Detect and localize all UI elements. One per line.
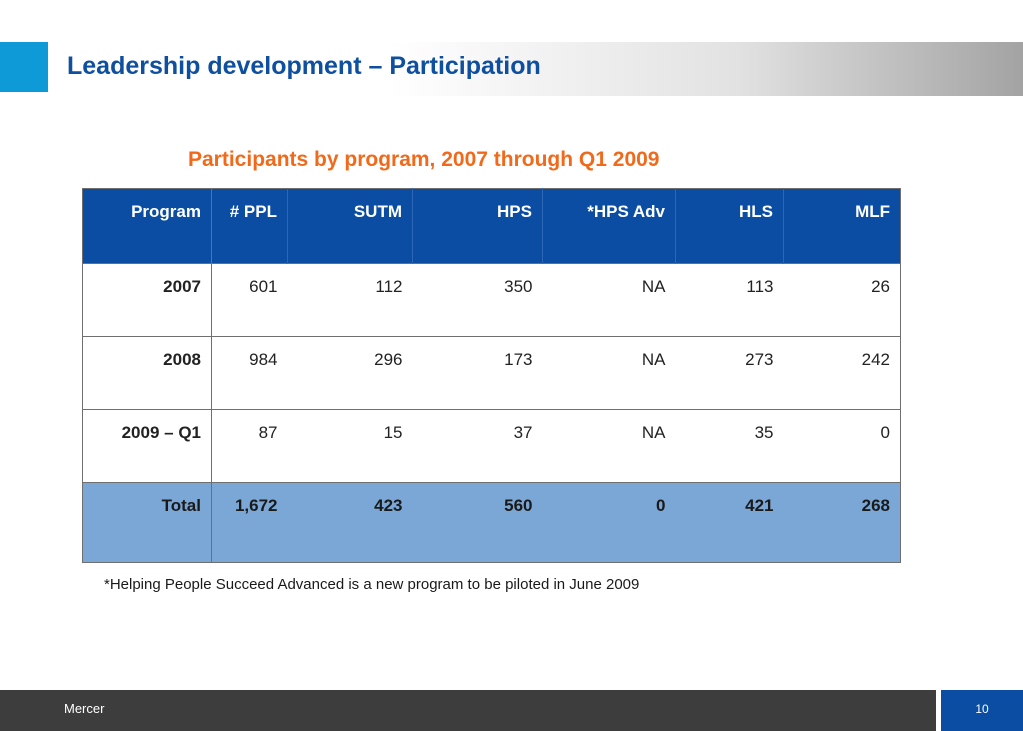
table-cell: 984 [211,336,288,410]
row-label: 2008 [82,336,212,410]
page-title: Leadership development – Participation [67,52,541,80]
row-label: 2009 – Q1 [82,409,212,483]
total-cell: 423 [287,482,413,563]
table-cell: NA [542,409,676,483]
table-header-row: Program # PPL SUTM HPS *HPS Adv HLS MLF [82,188,901,264]
table-cell: 173 [412,336,543,410]
page-number: 10 [975,702,989,716]
title-bar [0,42,1023,96]
footer-bar [0,690,936,731]
header-cell: MLF [783,188,901,264]
total-row: Total 1,672 423 560 0 421 268 [82,482,901,563]
table-cell: NA [542,263,676,337]
table-cell: 37 [412,409,543,483]
header-cell: Program [82,188,212,264]
total-cell: 0 [542,482,676,563]
table-cell: 26 [783,263,901,337]
header-cell: # PPL [211,188,288,264]
table-cell: 296 [287,336,413,410]
table-cell: 87 [211,409,288,483]
table-cell: 113 [675,263,784,337]
header-cell: SUTM [287,188,413,264]
table-row: 2009 – Q1 87 15 37 NA 35 0 [82,409,901,483]
participation-table: Program # PPL SUTM HPS *HPS Adv HLS MLF … [82,188,901,563]
row-label: 2007 [82,263,212,337]
table-cell: 0 [783,409,901,483]
total-cell: 268 [783,482,901,563]
title-accent-block [0,42,48,92]
footer-brand: Mercer [64,701,105,716]
table-cell: 35 [675,409,784,483]
total-cell: 1,672 [211,482,288,563]
table-cell: 601 [211,263,288,337]
table-cell: 273 [675,336,784,410]
header-cell: HLS [675,188,784,264]
table-cell: 242 [783,336,901,410]
table-cell: NA [542,336,676,410]
total-cell: 560 [412,482,543,563]
total-cell: 421 [675,482,784,563]
header-cell: *HPS Adv [542,188,676,264]
table-row: 2008 984 296 173 NA 273 242 [82,336,901,410]
table-row: 2007 601 112 350 NA 113 26 [82,263,901,337]
table-cell: 350 [412,263,543,337]
page-number-box [941,690,1023,731]
table-cell: 112 [287,263,413,337]
total-label: Total [82,482,212,563]
header-cell: HPS [412,188,543,264]
footnote: *Helping People Succeed Advanced is a ne… [104,576,640,593]
table-title: Participants by program, 2007 through Q1… [188,148,660,171]
table-cell: 15 [287,409,413,483]
